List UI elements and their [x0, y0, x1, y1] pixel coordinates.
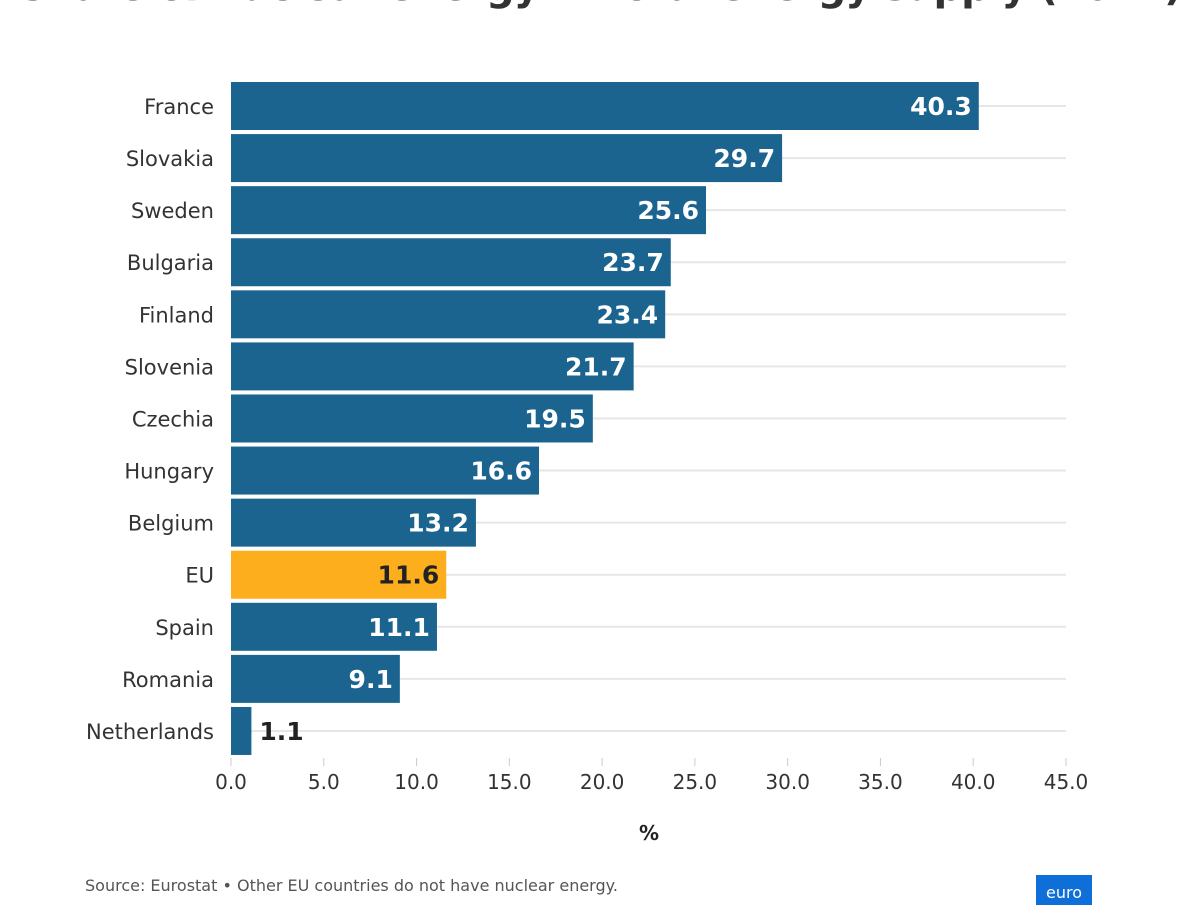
bar — [231, 342, 634, 391]
data-label: 40.3 — [910, 92, 972, 121]
bar — [231, 706, 252, 755]
category-label: Czechia — [132, 407, 214, 431]
x-tick-label: 10.0 — [394, 770, 439, 794]
category-label: Netherlands — [86, 720, 214, 744]
x-tick-label: 20.0 — [580, 770, 625, 794]
x-tick-label: 0.0 — [215, 770, 247, 794]
category-label: Romania — [122, 668, 214, 692]
bar — [231, 186, 707, 235]
data-label: 9.1 — [349, 665, 393, 694]
x-tick-label: 45.0 — [1044, 770, 1089, 794]
x-tick-label: 40.0 — [951, 770, 996, 794]
bar — [231, 134, 783, 183]
bar — [231, 238, 671, 287]
bar — [231, 446, 540, 495]
category-label: EU — [185, 564, 214, 588]
data-label: 13.2 — [407, 509, 469, 538]
category-label: Hungary — [124, 460, 214, 484]
data-label: 23.7 — [602, 248, 664, 277]
x-tick-label: 35.0 — [858, 770, 903, 794]
x-tick-label: 30.0 — [765, 770, 810, 794]
data-label: 1.1 — [259, 717, 303, 746]
bar — [231, 290, 666, 339]
bar — [231, 602, 437, 651]
x-tick-label: 5.0 — [308, 770, 340, 794]
bar — [231, 654, 400, 703]
category-label: Slovakia — [126, 147, 214, 171]
data-label: 21.7 — [565, 352, 627, 381]
bar — [231, 82, 979, 130]
eurostat-logo[interactable]: euro — [1036, 875, 1092, 905]
category-label: Bulgaria — [127, 251, 214, 275]
data-label: 19.5 — [524, 404, 586, 433]
data-label: 23.4 — [597, 300, 659, 329]
source-note: Source: Eurostat • Other EU countries do… — [85, 876, 618, 895]
category-label: Slovenia — [125, 355, 214, 379]
category-label: France — [144, 95, 214, 119]
data-label: 11.1 — [368, 613, 430, 642]
data-label: 29.7 — [713, 144, 775, 173]
data-label: 25.6 — [637, 196, 699, 225]
category-label: Spain — [155, 616, 214, 640]
bar — [231, 394, 593, 443]
bar — [231, 498, 476, 547]
bar — [231, 550, 447, 599]
x-tick-label: 15.0 — [487, 770, 532, 794]
category-label: Belgium — [128, 512, 214, 536]
x-tick-label: 25.0 — [673, 770, 718, 794]
x-axis-label: % — [639, 821, 659, 845]
category-label: Sweden — [131, 199, 214, 223]
chart-title: Share of nuclear energy in total energy … — [0, 0, 1200, 10]
category-label: Finland — [139, 303, 214, 327]
data-label: 16.6 — [470, 457, 532, 486]
data-label: 11.6 — [378, 561, 440, 590]
